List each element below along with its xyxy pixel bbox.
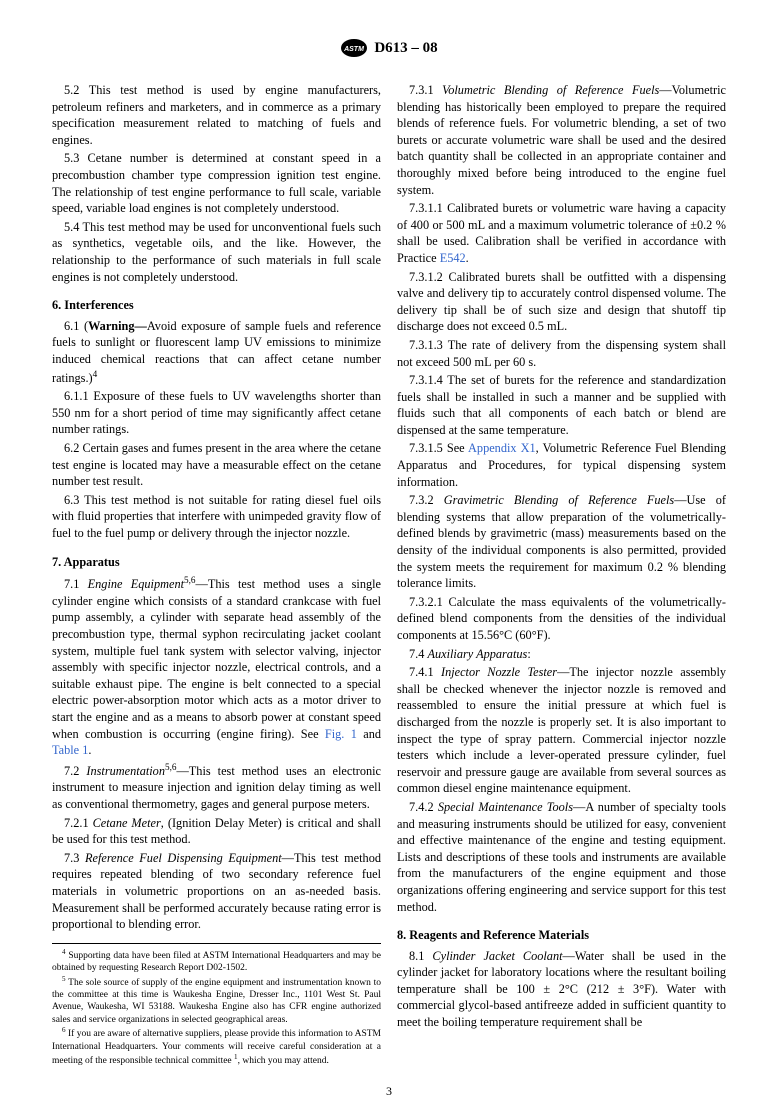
para-7-2-1: 7.2.1 Cetane Meter, (Ignition Delay Mete… [52, 815, 381, 848]
heading-6: 6. Interferences [52, 297, 381, 314]
para-7-3-1-2: 7.3.1.2 Calibrated burets shall be outfi… [397, 269, 726, 335]
para-7-3-1-4: 7.3.1.4 The set of burets for the refere… [397, 372, 726, 438]
para-7-3-1: 7.3.1 Volumetric Blending of Reference F… [397, 82, 726, 198]
para-5-4: 5.4 This test method may be used for unc… [52, 219, 381, 285]
page-header: ASTM D613 – 08 [52, 38, 726, 58]
astm-logo-icon: ASTM [340, 38, 368, 58]
para-7-1: 7.1 Engine Equipment5,6—This test method… [52, 574, 381, 759]
link-table-1[interactable]: Table 1 [52, 743, 88, 757]
para-7-2: 7.2 Instrumentation5,6—This test method … [52, 761, 381, 813]
para-7-3-2-1: 7.3.2.1 Calculate the mass equivalents o… [397, 594, 726, 644]
para-6-1: 6.1 (Warning—Avoid exposure of sample fu… [52, 318, 381, 386]
heading-7: 7. Apparatus [52, 554, 381, 571]
body-columns: 5.2 This test method is used by engine m… [52, 82, 726, 1068]
para-5-2: 5.2 This test method is used by engine m… [52, 82, 381, 148]
link-e542[interactable]: E542 [440, 251, 466, 265]
para-8-1: 8.1 Cylinder Jacket Coolant—Water shall … [397, 948, 726, 1031]
link-appendix-x1[interactable]: Appendix X1 [468, 441, 536, 455]
para-6-1-1: 6.1.1 Exposure of these fuels to UV wave… [52, 388, 381, 438]
footnote-6: 6 If you are aware of alternative suppli… [52, 1026, 381, 1067]
footnote-5: 5 The sole source of supply of the engin… [52, 975, 381, 1027]
footnotes: 4 Supporting data have been filed at AST… [52, 943, 381, 1068]
para-7-3-1-5: 7.3.1.5 See Appendix X1, Volumetric Refe… [397, 440, 726, 490]
para-5-3: 5.3 Cetane number is determined at const… [52, 150, 381, 216]
para-7-3: 7.3 Reference Fuel Dispensing Equipment—… [52, 850, 381, 933]
link-fig-1[interactable]: Fig. 1 [325, 727, 357, 741]
heading-8: 8. Reagents and Reference Materials [397, 927, 726, 944]
para-7-4: 7.4 Auxiliary Apparatus: [397, 646, 726, 663]
para-7-3-1-1: 7.3.1.1 Calibrated burets or volumetric … [397, 200, 726, 266]
para-6-2: 6.2 Certain gases and fumes present in t… [52, 440, 381, 490]
page: ASTM D613 – 08 5.2 This test method is u… [0, 0, 778, 1119]
para-7-4-2: 7.4.2 Special Maintenance Tools—A number… [397, 799, 726, 915]
para-7-4-1: 7.4.1 Injector Nozzle Tester—The injecto… [397, 664, 726, 797]
para-7-3-2: 7.3.2 Gravimetric Blending of Reference … [397, 492, 726, 592]
doc-id: D613 – 08 [374, 40, 437, 57]
page-number: 3 [52, 1084, 726, 1099]
svg-text:ASTM: ASTM [343, 46, 364, 53]
para-6-3: 6.3 This test method is not suitable for… [52, 492, 381, 542]
footnote-4: 4 Supporting data have been filed at AST… [52, 948, 381, 975]
para-7-3-1-3: 7.3.1.3 The rate of delivery from the di… [397, 337, 726, 370]
